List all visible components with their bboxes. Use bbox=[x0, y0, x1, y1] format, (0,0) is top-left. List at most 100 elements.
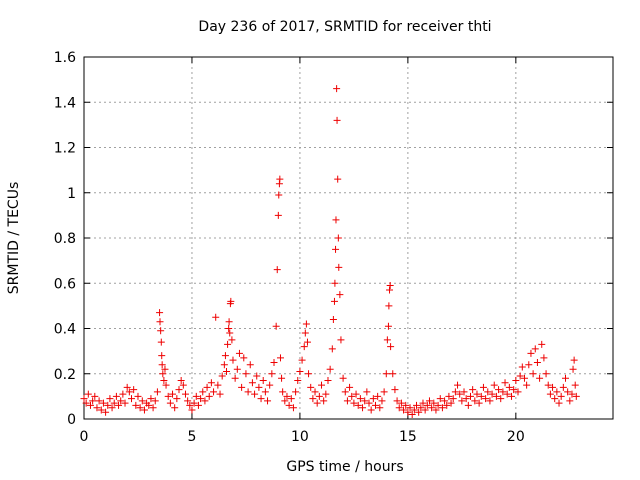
data-point bbox=[367, 406, 375, 414]
data-point bbox=[546, 390, 554, 398]
data-point bbox=[276, 175, 284, 183]
data-point bbox=[302, 320, 310, 328]
x-tick-label: 15 bbox=[399, 429, 417, 445]
x-tick-label: 10 bbox=[291, 429, 309, 445]
data-point bbox=[471, 397, 479, 405]
data-point bbox=[352, 390, 360, 398]
data-point bbox=[490, 381, 498, 389]
data-point bbox=[451, 388, 459, 396]
data-point bbox=[348, 392, 356, 400]
data-point bbox=[257, 395, 265, 403]
data-point bbox=[568, 390, 576, 398]
y-tick-label: 0.4 bbox=[54, 322, 76, 338]
data-point bbox=[486, 397, 494, 405]
data-point bbox=[378, 397, 386, 405]
data-point bbox=[268, 370, 276, 378]
data-point bbox=[460, 388, 468, 396]
data-point bbox=[151, 397, 159, 405]
data-point bbox=[566, 397, 574, 405]
data-point bbox=[177, 377, 185, 385]
data-point bbox=[449, 395, 457, 403]
data-point bbox=[365, 399, 373, 407]
data-point bbox=[466, 392, 474, 400]
data-point bbox=[173, 395, 181, 403]
data-point bbox=[542, 370, 550, 378]
data-point bbox=[242, 370, 250, 378]
data-point bbox=[533, 358, 541, 366]
data-point bbox=[421, 406, 429, 414]
data-point bbox=[508, 392, 516, 400]
data-point bbox=[520, 374, 528, 382]
data-point bbox=[397, 399, 405, 407]
data-point bbox=[512, 377, 520, 385]
data-point bbox=[309, 395, 317, 403]
x-tick-label: 20 bbox=[507, 429, 525, 445]
data-point bbox=[419, 399, 427, 407]
data-point bbox=[428, 404, 436, 412]
data-point bbox=[551, 395, 559, 403]
data-point bbox=[301, 329, 309, 337]
data-point bbox=[333, 116, 341, 124]
data-point bbox=[315, 392, 323, 400]
data-point bbox=[413, 401, 421, 409]
data-point bbox=[157, 338, 165, 346]
data-point bbox=[499, 388, 507, 396]
data-point bbox=[527, 349, 535, 357]
data-point bbox=[110, 399, 118, 407]
data-series-srmtid bbox=[80, 85, 580, 418]
data-point bbox=[201, 397, 209, 405]
data-point bbox=[104, 401, 112, 409]
chart-title: Day 236 of 2017, SRMTID for receiver tht… bbox=[198, 19, 491, 35]
y-tick-label: 1 bbox=[67, 186, 76, 202]
data-point bbox=[228, 336, 236, 344]
data-point bbox=[197, 395, 205, 403]
y-tick-label: 0.6 bbox=[54, 276, 76, 292]
data-point bbox=[287, 395, 295, 403]
data-point bbox=[179, 381, 187, 389]
data-point bbox=[130, 386, 138, 394]
data-point bbox=[328, 345, 336, 353]
data-point bbox=[561, 374, 569, 382]
data-point bbox=[289, 404, 297, 412]
data-point bbox=[181, 390, 189, 398]
data-point bbox=[334, 175, 342, 183]
data-point bbox=[218, 372, 226, 380]
data-point bbox=[274, 211, 282, 219]
y-axis-label: SRMTID / TECUs bbox=[6, 182, 22, 295]
y-tick-label: 1.4 bbox=[54, 95, 76, 111]
data-point bbox=[369, 395, 377, 403]
data-point bbox=[382, 370, 390, 378]
data-point bbox=[423, 401, 431, 409]
data-point bbox=[497, 395, 505, 403]
data-point bbox=[156, 318, 164, 326]
data-point bbox=[214, 381, 222, 389]
data-point bbox=[417, 404, 425, 412]
data-point bbox=[153, 388, 161, 396]
data-point bbox=[330, 297, 338, 305]
data-point bbox=[251, 390, 259, 398]
data-point bbox=[221, 352, 229, 360]
data-point bbox=[356, 395, 364, 403]
y-tick-label: 0.8 bbox=[54, 231, 76, 247]
data-point bbox=[253, 372, 261, 380]
data-point bbox=[503, 390, 511, 398]
data-point bbox=[505, 383, 513, 391]
data-point bbox=[549, 383, 557, 391]
data-point bbox=[285, 401, 293, 409]
data-point bbox=[97, 406, 105, 414]
data-point bbox=[226, 329, 234, 337]
data-point bbox=[331, 279, 339, 287]
data-point bbox=[149, 404, 157, 412]
data-point bbox=[102, 408, 110, 416]
data-point bbox=[305, 370, 313, 378]
data-point bbox=[540, 354, 548, 362]
data-point bbox=[186, 401, 194, 409]
data-point bbox=[231, 374, 239, 382]
data-point bbox=[192, 392, 200, 400]
data-point bbox=[408, 410, 416, 418]
data-point bbox=[434, 401, 442, 409]
data-point bbox=[318, 381, 326, 389]
data-point bbox=[473, 390, 481, 398]
y-tick-label: 1.2 bbox=[54, 141, 76, 157]
data-point bbox=[333, 85, 341, 93]
